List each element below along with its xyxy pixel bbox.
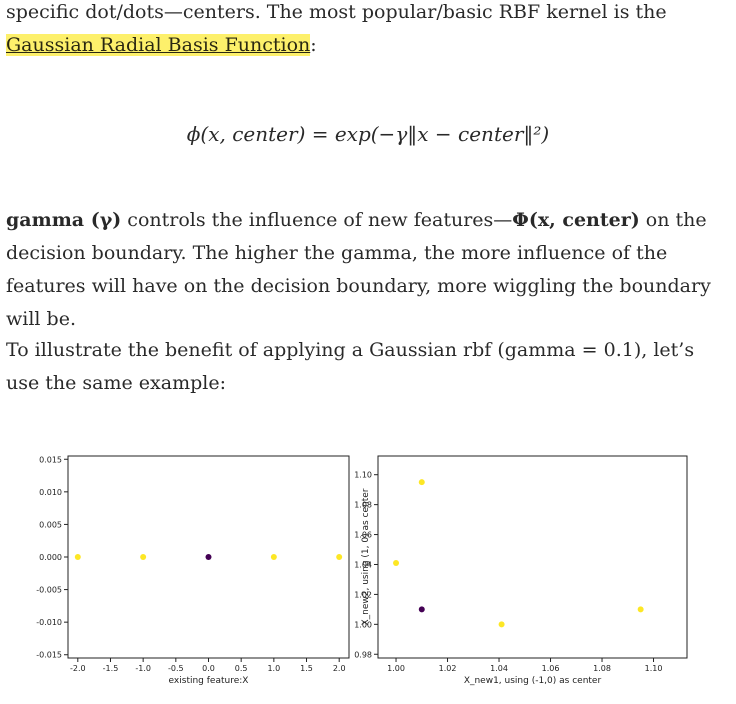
scatter-figure: -2.0 -1.5 -1.0 -0.5 0.0 0.5 1.0 1.5 2.0 0.015 0.01…: [36, 455, 688, 686]
gaussian-rbf-link[interactable]: Gaussian Radial Basis Function: [6, 34, 311, 56]
y-tick-label: 1.02: [354, 590, 372, 599]
x-tick-label: 1.04: [490, 664, 508, 673]
x-tick-label: -1.0: [135, 664, 151, 673]
data-point-yellow: [393, 559, 400, 566]
y-tick-label: 0.000: [39, 553, 62, 562]
illustrate-paragraph: To illustrate the benefit of applying a …: [6, 339, 695, 394]
x-tick-label: 1.00: [387, 664, 405, 673]
x-tick-label: 1.08: [593, 664, 611, 673]
x-tick-label: -0.5: [168, 664, 184, 673]
x-tick-label: -1.5: [103, 664, 119, 673]
x-tick-label: 1.0: [267, 664, 280, 673]
intro-tail: :: [310, 34, 317, 56]
rbf-formula: ϕ(x, center) = exp(−γ‖x − center‖²): [186, 122, 550, 146]
y-tick-label: 0.015: [39, 455, 62, 464]
data-point-yellow: [140, 554, 147, 560]
x-tick-label: 0.5: [235, 664, 248, 673]
x-tick-label: 1.5: [300, 664, 313, 673]
x-tick-label: 0.0: [202, 664, 215, 673]
x-tick-label: 2.0: [333, 664, 346, 673]
y-tick-label: -0.010: [36, 618, 62, 627]
data-point-yellow: [498, 621, 505, 628]
data-point-yellow: [418, 479, 425, 486]
x-axis-label: existing feature:X: [169, 676, 249, 686]
gamma-text-1: controls the influence of new features—: [121, 209, 513, 231]
x-tick-label: 1.02: [439, 664, 457, 673]
y-axis-label: X_new2, using (1, 0) as center: [361, 488, 371, 625]
data-point-purple: [418, 606, 425, 613]
intro-text: specific dot/dots—centers. The most popu…: [6, 1, 667, 23]
y-tick-label: 1.04: [354, 560, 372, 569]
data-point-yellow: [74, 554, 81, 560]
y-tick-label: 0.010: [39, 488, 62, 497]
y-tick-label: 0.98: [354, 650, 372, 659]
y-tick-label: -0.005: [36, 586, 62, 595]
x-tick-label: 1.06: [542, 664, 560, 673]
phi-term: Φ(x, center): [512, 209, 640, 231]
data-point-yellow: [336, 554, 343, 560]
y-tick-label: 1.08: [354, 501, 372, 510]
y-tick-label: 1.10: [354, 471, 372, 480]
intro-paragraph: specific dot/dots—centers. The most popu…: [6, 0, 726, 62]
y-tick-label: -0.015: [36, 651, 62, 660]
y-tick-label: 0.005: [39, 520, 62, 529]
gamma-text-2: on the decision boundary. The higher the…: [6, 209, 711, 330]
plot-frame-2: [377, 455, 688, 659]
data-point-yellow: [637, 606, 644, 613]
gamma-term: gamma (γ): [6, 209, 122, 231]
gamma-paragraph: gamma (γ) controls the influence of new …: [6, 204, 726, 336]
data-point-purple: [205, 554, 212, 560]
x-tick-label: -2.0: [70, 664, 86, 673]
y-tick-label: 1.06: [354, 531, 372, 540]
highlight-span: Gaussian Radial Basis Function: [6, 34, 311, 56]
y-tick-label: 1.00: [354, 620, 372, 629]
x-tick-label: 1.10: [645, 664, 663, 673]
data-point-yellow: [270, 554, 277, 560]
x-axis-label: X_new1, using (-1,0) as center: [464, 676, 602, 686]
